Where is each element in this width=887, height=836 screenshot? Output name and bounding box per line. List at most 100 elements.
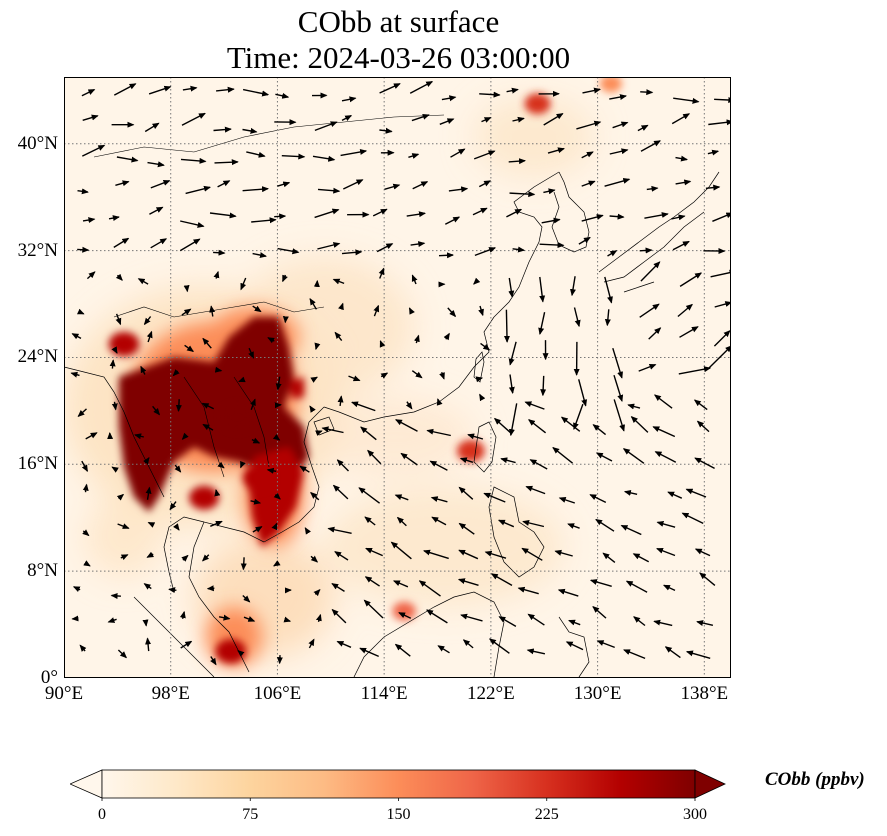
wind-arrow [552,446,574,464]
wind-arrow [86,271,96,280]
wind-arrow [648,327,662,340]
wind-arrow [508,403,518,437]
wind-arrow [173,523,180,531]
wind-arrow [267,337,275,344]
wind-arrow [633,616,646,627]
wind-arrow [79,644,87,652]
wind-arrow [488,638,510,654]
lat-tick-label: 32°N [17,239,58,261]
wind-arrow [560,416,581,432]
wind-arrow [437,645,450,654]
wind-arrow [373,304,380,317]
wind-arrow [213,270,220,279]
wind-arrow [364,576,380,587]
wind-arrow [604,178,631,187]
wind-arrow [337,395,344,406]
wind-arrow [77,246,90,253]
wind-arrow [426,428,451,437]
colorbar-gradient [101,769,696,799]
wind-arrow [609,213,625,220]
wind-arrow [152,405,161,416]
wind-arrow [678,366,712,375]
wind-arrow [640,261,661,282]
wind-arrow [380,372,389,379]
wind-arrow [450,148,466,158]
lon-tick-label: 122°E [467,683,515,704]
wind-arrow [639,303,660,318]
wind-arrow [283,616,292,623]
wind-arrow [143,316,152,326]
wind-arrow [240,277,247,291]
colorbar-tick-label: 150 [386,806,411,823]
wind-arrow [398,612,412,619]
wind-arrow [120,554,129,561]
wind-arrow [613,374,624,402]
wind-arrow [277,181,291,188]
wind-arrow [410,241,426,247]
wind-arrow [458,549,479,560]
wind-arrow [637,124,649,132]
wind-arrow [408,153,420,159]
wind-arrow [281,153,306,160]
wind-arrow [312,155,336,162]
wind-arrow [525,485,546,495]
wind-arrow [308,638,315,649]
wind-arrow [250,398,256,410]
wind-arrow [81,144,106,157]
wind-arrow [578,236,591,245]
wind-arrow [250,498,262,505]
wind-arrow [142,619,149,627]
wind-arrow [111,346,118,354]
wind-arrow [653,619,673,627]
wind-arrow [363,599,384,619]
wind-arrow [334,331,343,342]
wind-arrow [620,524,642,536]
wind-arrow [309,297,318,310]
wind-arrow [462,639,474,649]
wind-arrow [498,616,517,628]
wind-arrow [595,452,613,462]
wind-arrow [565,641,584,651]
wind-arrow [405,401,413,410]
wind-arrow [214,366,223,373]
wind-arrow [524,401,545,410]
wind-arrow [238,376,246,383]
wind-arrow [82,483,89,493]
wind-arrow [251,217,277,224]
wind-arrow [478,305,484,317]
wind-arrow [696,620,714,626]
wind-arrow [443,332,450,341]
wind-arrow [82,217,96,223]
wind-arrow [315,613,322,622]
wind-vectors [70,80,731,666]
wind-arrow [479,393,486,402]
wind-arrow [372,208,388,217]
wind-arrow [341,249,363,256]
wind-arrow [707,345,731,370]
wind-arrow [213,249,226,256]
wind-arrow [517,586,539,595]
colorbar-title: CObb (ppbv) [765,769,865,790]
wind-arrow [639,247,653,254]
wind-arrow [252,526,263,533]
wind-arrow [503,309,510,343]
wind-arrow [568,619,581,626]
colorbar-extend-min [70,769,103,799]
wind-arrow [134,433,144,440]
wind-arrow [573,307,581,328]
wind-arrow [202,423,214,431]
wind-arrow [543,112,564,126]
wind-arrow [146,330,153,343]
wind-arrow [613,399,625,432]
wind-arrow [541,217,561,224]
wind-arrow [243,616,256,622]
wind-arrow [237,649,245,657]
wind-arrow [592,424,607,436]
wind-arrow [115,313,122,326]
wind-arrow [336,459,349,472]
wind-arrow [274,213,287,220]
wind-arrow [478,180,492,188]
wind-arrow [206,585,215,592]
wind-arrow [246,151,266,158]
wind-arrow [240,557,247,571]
